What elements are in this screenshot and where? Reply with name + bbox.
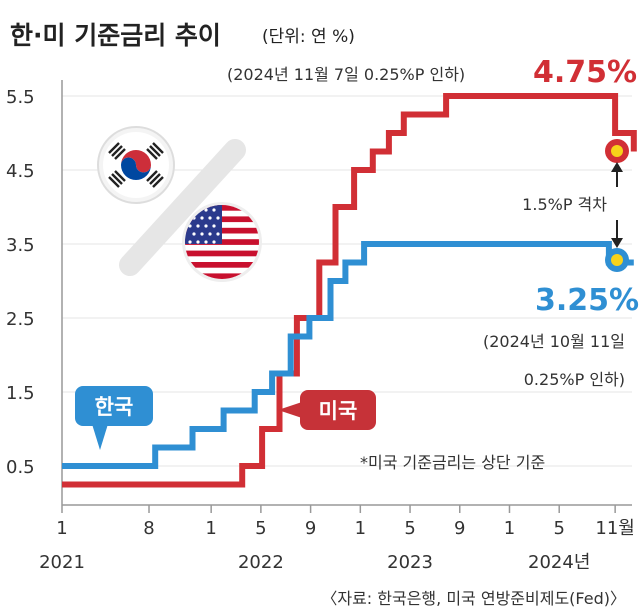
us-badge: 미국: [278, 390, 376, 430]
chart-title: 한·미 기준금리 추이: [10, 21, 221, 50]
x-tick-label: 1: [56, 518, 67, 539]
y-tick-label: 5.5: [6, 87, 35, 108]
unit-label: (단위: 연 %): [262, 27, 355, 47]
x-year-label: 2021: [39, 552, 85, 573]
x-tick-label: 8: [143, 518, 154, 539]
series-group: [62, 93, 637, 488]
y-tick-label: 1.5: [6, 383, 35, 404]
x-tick-label: 9: [454, 518, 465, 539]
gap-label: 1.5%P 격차: [522, 195, 607, 214]
x-year-label: 2022: [238, 552, 284, 573]
decorative-slash: [119, 139, 246, 276]
y-tick-label: 2.5: [6, 309, 35, 330]
kr-rate-value: 3.25%: [535, 283, 639, 318]
x-year-label: 2024년: [528, 552, 590, 573]
x-tick-label: 9: [305, 518, 316, 539]
us-badge-label: 미국: [319, 399, 358, 423]
usa-flag-icon: [182, 202, 262, 282]
kr-end-marker: [605, 248, 629, 272]
x-tick-label: 11월: [595, 518, 634, 539]
x-tick-label: 5: [553, 518, 564, 539]
source: 〈자료: 한국은행, 미국 연방준비제도(Fed)〉: [321, 589, 626, 608]
y-tick-label: 3.5: [6, 235, 35, 256]
x-tick-label: 5: [404, 518, 415, 539]
us-rate-value: 4.75%: [533, 55, 637, 90]
us-rate-line: [62, 93, 637, 488]
y-tick-label: 0.5: [6, 457, 35, 478]
footnote: *미국 기준금리는 상단 기준: [360, 453, 545, 472]
kr-cut-note-line2: 0.25%P 인하): [524, 370, 625, 389]
us-end-marker: [605, 139, 629, 163]
us-cut-note: (2024년 11월 7일 0.25%P 인하): [227, 65, 465, 84]
kr-badge-label: 한국: [95, 395, 134, 419]
x-tick-label: 1: [504, 518, 515, 539]
x-tick-label: 1: [205, 518, 216, 539]
kr-rate-line: [62, 241, 634, 469]
kr-badge: 한국: [75, 386, 153, 450]
x-tick-label: 5: [255, 518, 266, 539]
gap-arrow: [611, 162, 623, 248]
y-tick-label: 4.5: [6, 161, 35, 182]
kr-cut-note-line1: (2024년 10월 11일: [483, 332, 625, 351]
y-tick-labels: 0.5 1.5 2.5 3.5 4.5 5.5: [6, 87, 35, 478]
x-tick-label: 1: [355, 518, 366, 539]
x-year-label: 2023: [387, 552, 433, 573]
korea-flag-icon: [97, 126, 175, 204]
